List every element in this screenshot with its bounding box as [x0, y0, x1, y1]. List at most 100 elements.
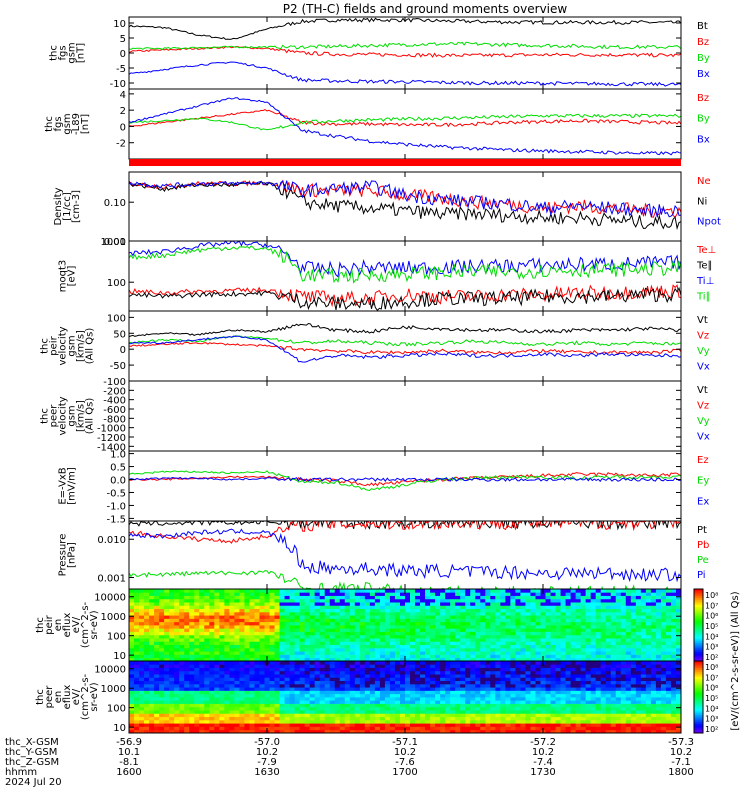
spectrogram-cell	[334, 602, 341, 606]
spectrogram-cell	[344, 605, 351, 610]
spectrogram-cell	[209, 670, 215, 675]
spectrogram-cell	[289, 589, 295, 593]
spectrogram-cell	[555, 647, 561, 652]
spectrogram-cell	[159, 615, 165, 619]
spectrogram-cell	[244, 700, 250, 704]
spectrogram-cell	[364, 595, 371, 600]
spectrogram-cell	[630, 628, 637, 632]
spectrogram-cell	[575, 670, 582, 675]
spectrogram-cell	[229, 615, 235, 619]
spectrogram-cell	[565, 605, 571, 610]
spectrogram-cell	[189, 605, 195, 610]
spectrogram-cell	[615, 641, 622, 646]
spectrogram-cell	[530, 651, 536, 655]
spectrogram-cell	[204, 608, 210, 613]
spectrogram-cell	[495, 706, 501, 711]
spectrogram-cell	[460, 713, 466, 718]
spectrogram-cell	[189, 703, 195, 708]
spectrogram-cell	[224, 690, 230, 695]
spectrogram-cell	[465, 693, 471, 698]
spectrogram-cell	[279, 661, 285, 665]
spectrogram-cell	[269, 589, 275, 593]
spectrogram-cell	[600, 608, 607, 613]
spectrogram-cell	[460, 683, 466, 688]
spectrogram-cell	[244, 713, 250, 718]
spectrogram-cell	[415, 634, 421, 639]
spectrogram-cell	[570, 625, 577, 629]
spectrogram-cell	[565, 595, 571, 600]
spectrogram-cell	[580, 602, 587, 606]
spectrogram-cell	[495, 674, 501, 678]
spectrogram-cell	[154, 700, 160, 704]
spectrogram-cell	[299, 687, 306, 691]
spectrogram-cell	[184, 729, 190, 733]
spectrogram-cell	[510, 710, 516, 714]
spectrogram-cell	[389, 647, 396, 652]
spectrogram-cell	[585, 693, 592, 698]
spectrogram-cell	[159, 598, 165, 603]
spectrogram-cell	[389, 703, 396, 708]
spectrogram-cell	[670, 602, 677, 606]
spectrogram-cell	[545, 687, 551, 691]
spectrogram-cell	[470, 670, 476, 675]
spectrogram-cell	[640, 618, 647, 623]
spectrogram-cell	[645, 631, 652, 636]
spectrogram-cell	[510, 654, 516, 659]
spectrogram-cell	[405, 729, 411, 733]
spectrogram-cell	[129, 706, 135, 711]
spectrogram-cell	[410, 680, 416, 685]
spectrogram-cell	[650, 657, 657, 661]
spectrogram-cell	[465, 595, 471, 600]
spectrogram-cell	[420, 615, 426, 619]
spectrogram-cell	[324, 729, 331, 733]
spectrogram-cell	[530, 710, 536, 714]
spectrogram-cell	[304, 716, 311, 721]
spectrogram-cell	[665, 589, 672, 593]
spectrogram-cell	[334, 683, 341, 688]
spectrogram-cell	[344, 631, 351, 636]
spectrogram-cell	[530, 700, 536, 704]
spectrogram-cell	[585, 621, 592, 626]
spectrogram-cell	[264, 625, 270, 629]
spectrogram-cell	[289, 706, 295, 711]
spectrogram-cell	[555, 674, 561, 678]
spectrogram-cell	[259, 625, 265, 629]
spectrogram-cell	[565, 726, 571, 731]
spectrogram-cell	[505, 677, 511, 682]
spectrogram-cell	[269, 621, 275, 626]
spectrogram-cell	[600, 654, 607, 659]
spectrogram-cell	[530, 631, 536, 636]
spectrogram-cell	[445, 589, 451, 593]
spectrogram-cell	[545, 634, 551, 639]
spectrogram-cell	[179, 729, 185, 733]
spectrogram-cell	[374, 647, 381, 652]
spectrogram-cell	[565, 598, 571, 603]
spectrogram-cell	[470, 693, 476, 698]
spectrogram-cell	[660, 654, 667, 659]
spectrogram-cell	[510, 595, 516, 600]
spectrogram-cell	[399, 716, 406, 721]
spectrogram-cell	[214, 608, 220, 613]
spectrogram-cell	[284, 621, 290, 626]
spectrogram-cell	[610, 625, 617, 629]
spectrogram-cell	[344, 697, 351, 701]
spectrogram-cell	[520, 602, 526, 606]
spectrogram-cell	[520, 638, 526, 642]
spectrogram-cell	[134, 595, 140, 600]
spectrogram-cell	[520, 595, 526, 600]
spectrogram-cell	[334, 638, 341, 642]
series-lines	[129, 179, 681, 231]
spectrogram-cell	[314, 625, 321, 629]
spectrogram-cell	[420, 706, 426, 711]
spectrogram-cell	[169, 680, 175, 685]
spectrogram-cell	[254, 644, 260, 649]
spectrogram-cell	[435, 693, 441, 698]
legend-entry: Te∥	[696, 261, 713, 272]
spectrogram-cell	[545, 608, 551, 613]
spectrogram-cell	[274, 661, 280, 665]
spectrogram-cell	[324, 641, 331, 646]
spectrogram-cell	[289, 608, 295, 613]
spectrogram-cell	[239, 687, 245, 691]
spectrogram-cell	[445, 683, 451, 688]
spectrogram-cell	[575, 628, 582, 632]
